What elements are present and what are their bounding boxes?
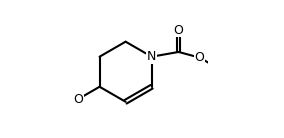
Text: N: N bbox=[147, 50, 156, 63]
Text: O: O bbox=[174, 24, 183, 37]
Text: O: O bbox=[195, 51, 204, 64]
Text: O: O bbox=[73, 93, 83, 106]
